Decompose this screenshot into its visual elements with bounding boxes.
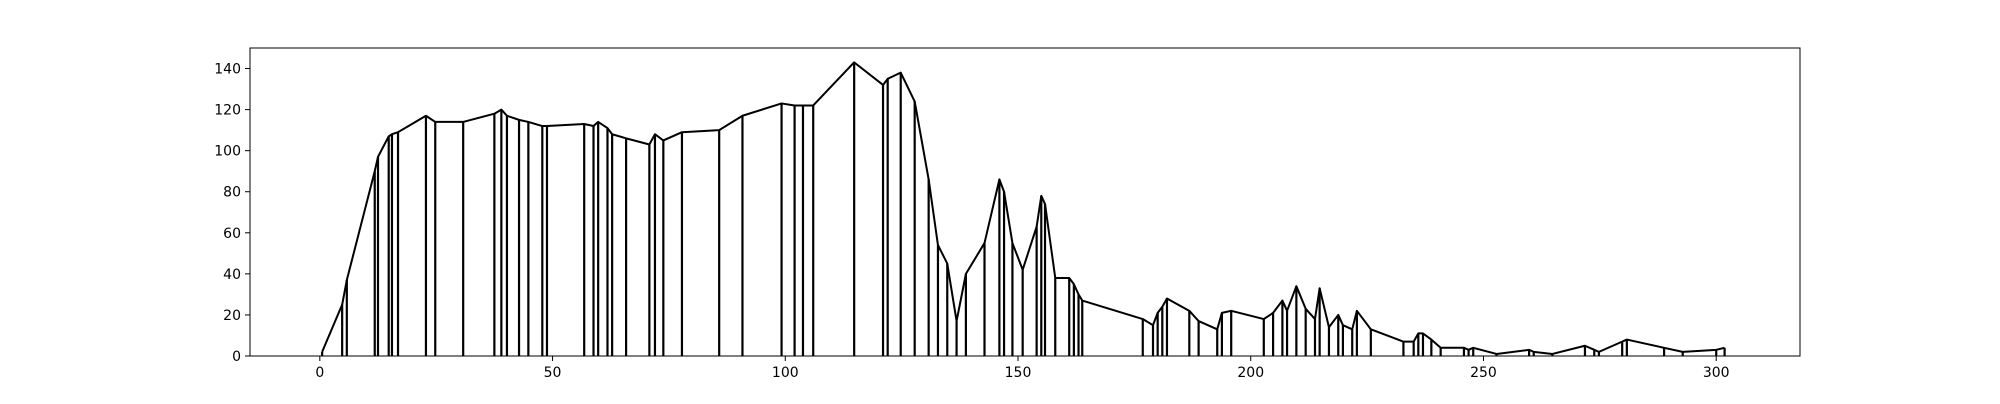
x-tick-label: 200 <box>1237 365 1264 381</box>
x-tick-label: 250 <box>1470 365 1497 381</box>
y-tick-label: 40 <box>223 267 241 283</box>
y-tick-label: 20 <box>223 308 241 324</box>
x-tick-label: 0 <box>315 365 324 381</box>
y-tick-label: 0 <box>232 349 241 365</box>
plot-frame <box>249 47 1801 357</box>
y-tick-label: 80 <box>223 185 241 201</box>
x-tick-label: 50 <box>544 365 562 381</box>
x-tick-label: 150 <box>1005 365 1032 381</box>
y-tick-label: 140 <box>214 62 241 78</box>
series-line-group <box>321 61 1725 355</box>
drop-lines-group <box>321 62 1726 356</box>
axes-group: 0 50 100 150 200 250 300 0 20 40 60 80 100 120 140 <box>214 47 1801 381</box>
y-tick-label: 100 <box>214 144 241 160</box>
x-tick-label: 100 <box>772 365 799 381</box>
series-line-0 <box>321 61 1725 355</box>
y-tick-label: 120 <box>214 103 241 119</box>
y-tick-label: 60 <box>223 226 241 242</box>
x-tick-label: 300 <box>1703 365 1730 381</box>
